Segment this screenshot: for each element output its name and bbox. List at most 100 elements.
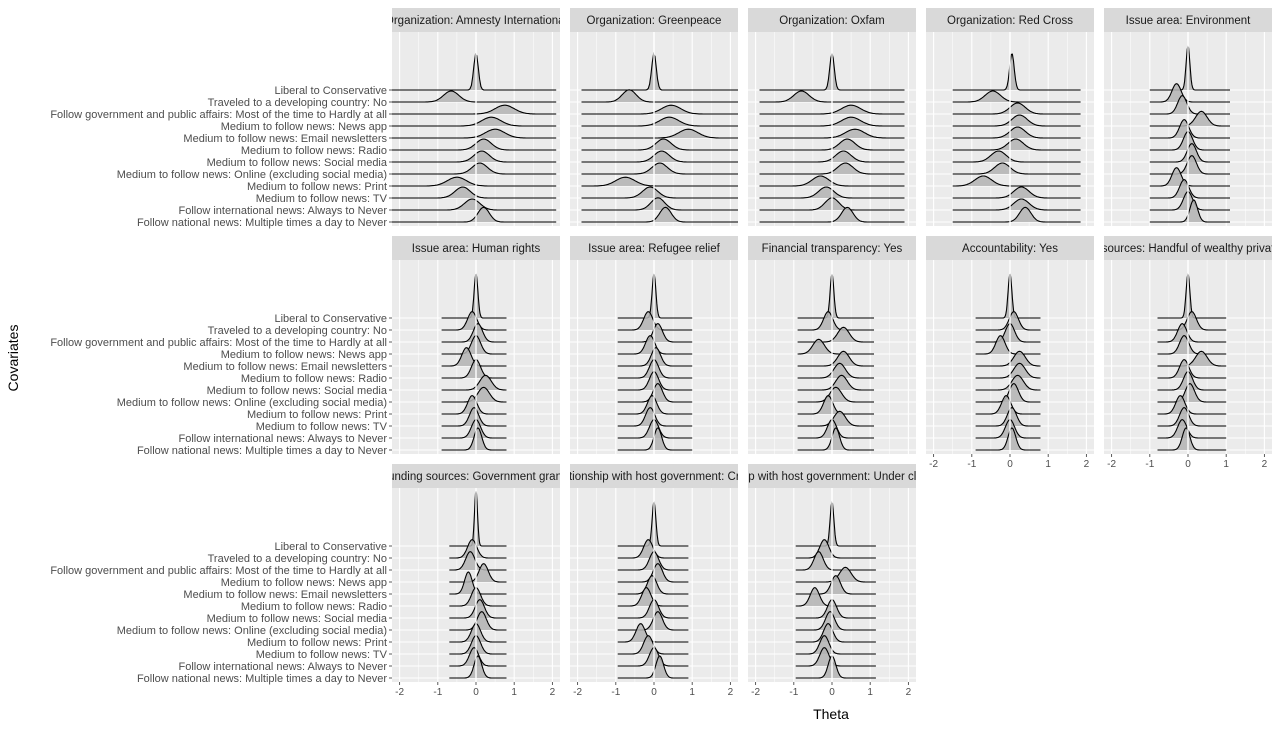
ridge-line <box>392 128 557 139</box>
ridge-line <box>952 150 1081 163</box>
ridge-line <box>617 599 689 619</box>
ridge-fill <box>617 323 693 342</box>
ridge-line <box>1149 191 1230 211</box>
covariate-label: Liberal to Conservative <box>274 541 387 553</box>
ridge-fill <box>952 199 1081 210</box>
ridge-fill <box>975 428 1041 450</box>
ridge-line <box>581 162 738 175</box>
ridge-fill <box>797 387 874 402</box>
ridge-line <box>441 374 507 391</box>
ridge-line <box>617 407 693 427</box>
ridge-line <box>1157 323 1227 343</box>
facet-strip <box>570 8 738 32</box>
ridge-line <box>441 335 507 355</box>
covariate-label: Medium to follow news: Print <box>247 409 387 421</box>
facet-panel: Relationship with host government: Criti… <box>545 464 762 698</box>
ridge-line <box>795 575 876 595</box>
ridge-line <box>617 383 693 403</box>
ridge-line <box>617 371 693 391</box>
ridge-line <box>617 611 689 631</box>
ridge-fill <box>795 611 876 630</box>
ridge-line <box>581 104 738 115</box>
ridge-fill <box>581 207 738 222</box>
ridge-line <box>797 427 874 451</box>
ridge-fill <box>975 419 1041 438</box>
ridge-fill <box>759 129 905 138</box>
y-axis-title: Covariates <box>5 325 21 392</box>
ridge-line <box>581 186 738 199</box>
ridge-line <box>952 90 1081 103</box>
ridge-fill <box>581 163 738 174</box>
ridge-fill <box>441 359 507 378</box>
facet-strip <box>392 236 560 260</box>
covariate-label: Medium to follow news: Email newsletters <box>183 133 387 145</box>
ridge-fill <box>392 105 557 114</box>
ridge-line <box>795 599 876 619</box>
ridges-group <box>617 273 693 451</box>
ridge-line <box>952 175 1081 187</box>
ridge-fill <box>392 151 557 162</box>
x-tick-label: -2 <box>929 459 938 470</box>
ridge-fill <box>449 572 507 594</box>
ridge-line <box>449 647 507 667</box>
ridge-fill <box>1149 111 1230 126</box>
facet-panel: Organization: Red Cross <box>926 8 1094 226</box>
ridge-line <box>581 116 738 127</box>
ridge-line <box>392 162 557 175</box>
x-tick-label: 0 <box>651 687 657 698</box>
covariate-label: Follow international news: Always to Nev… <box>179 433 388 445</box>
ridge-fill <box>581 177 738 186</box>
covariate-label: Medium to follow news: Online (excluding… <box>117 169 387 181</box>
covariate-label: Medium to follow news: TV <box>256 421 388 433</box>
ridges-group <box>952 53 1081 223</box>
ridge-fill <box>441 311 507 330</box>
ridge-line <box>795 655 876 679</box>
ridge-fill <box>795 599 876 618</box>
ridge-line <box>617 311 693 331</box>
covariate-label: Follow national news: Multiple times a d… <box>137 445 387 457</box>
ridge-line <box>797 273 874 319</box>
ridge-line <box>392 138 557 151</box>
ridge-line <box>392 198 557 211</box>
facet-title: Relationship with host government: Criti… <box>545 471 762 483</box>
covariate-label: Follow national news: Multiple times a d… <box>137 673 387 685</box>
ridge-line <box>441 273 507 319</box>
ridge-line <box>1157 350 1227 367</box>
ridge-fill <box>449 539 507 558</box>
ridge-line <box>617 655 689 679</box>
ridges-group <box>797 273 874 451</box>
ridge-fill <box>581 129 738 138</box>
ridge-line <box>449 599 507 619</box>
ridge-fill <box>952 207 1081 222</box>
ridge-line <box>1149 119 1230 139</box>
covariate-label: Traveled to a developing country: No <box>208 325 387 337</box>
ridge-line <box>392 104 557 115</box>
ridge-fill <box>449 656 507 678</box>
x-tick-label: 2 <box>1262 459 1268 470</box>
facet-panel: Funding sources: Government grants -2 -1 0 1… <box>50 464 560 698</box>
ridge-fill <box>617 407 693 426</box>
ridge-fill <box>441 323 507 342</box>
ridge-line <box>952 138 1081 151</box>
ridges-group <box>1149 44 1230 223</box>
facet-title: Relationship with host government: Under… <box>691 471 972 483</box>
ridge-fill <box>1149 131 1230 150</box>
facet-strip <box>748 464 916 488</box>
ridge-line <box>617 575 689 595</box>
ridge-line <box>392 176 557 187</box>
ridge-fill <box>449 611 507 630</box>
ridge-line <box>797 350 874 367</box>
covariate-label: Medium to follow news: TV <box>256 193 388 205</box>
ridge-line <box>952 53 1081 91</box>
ridge-fill <box>617 359 693 378</box>
ridge-line <box>1149 44 1230 91</box>
facet-panel: Organization: Amnesty International Liber… <box>50 8 560 229</box>
facet-strip <box>1104 8 1272 32</box>
ridge-line <box>1149 143 1230 163</box>
ridge-fill <box>797 327 874 342</box>
ridge-line <box>581 89 738 103</box>
ridge-fill <box>392 54 557 90</box>
facet-panel: Accountability: Yes -2 -1 0 1 2 <box>926 236 1094 470</box>
ridge-line <box>617 427 693 451</box>
ridge-fill <box>581 117 738 126</box>
